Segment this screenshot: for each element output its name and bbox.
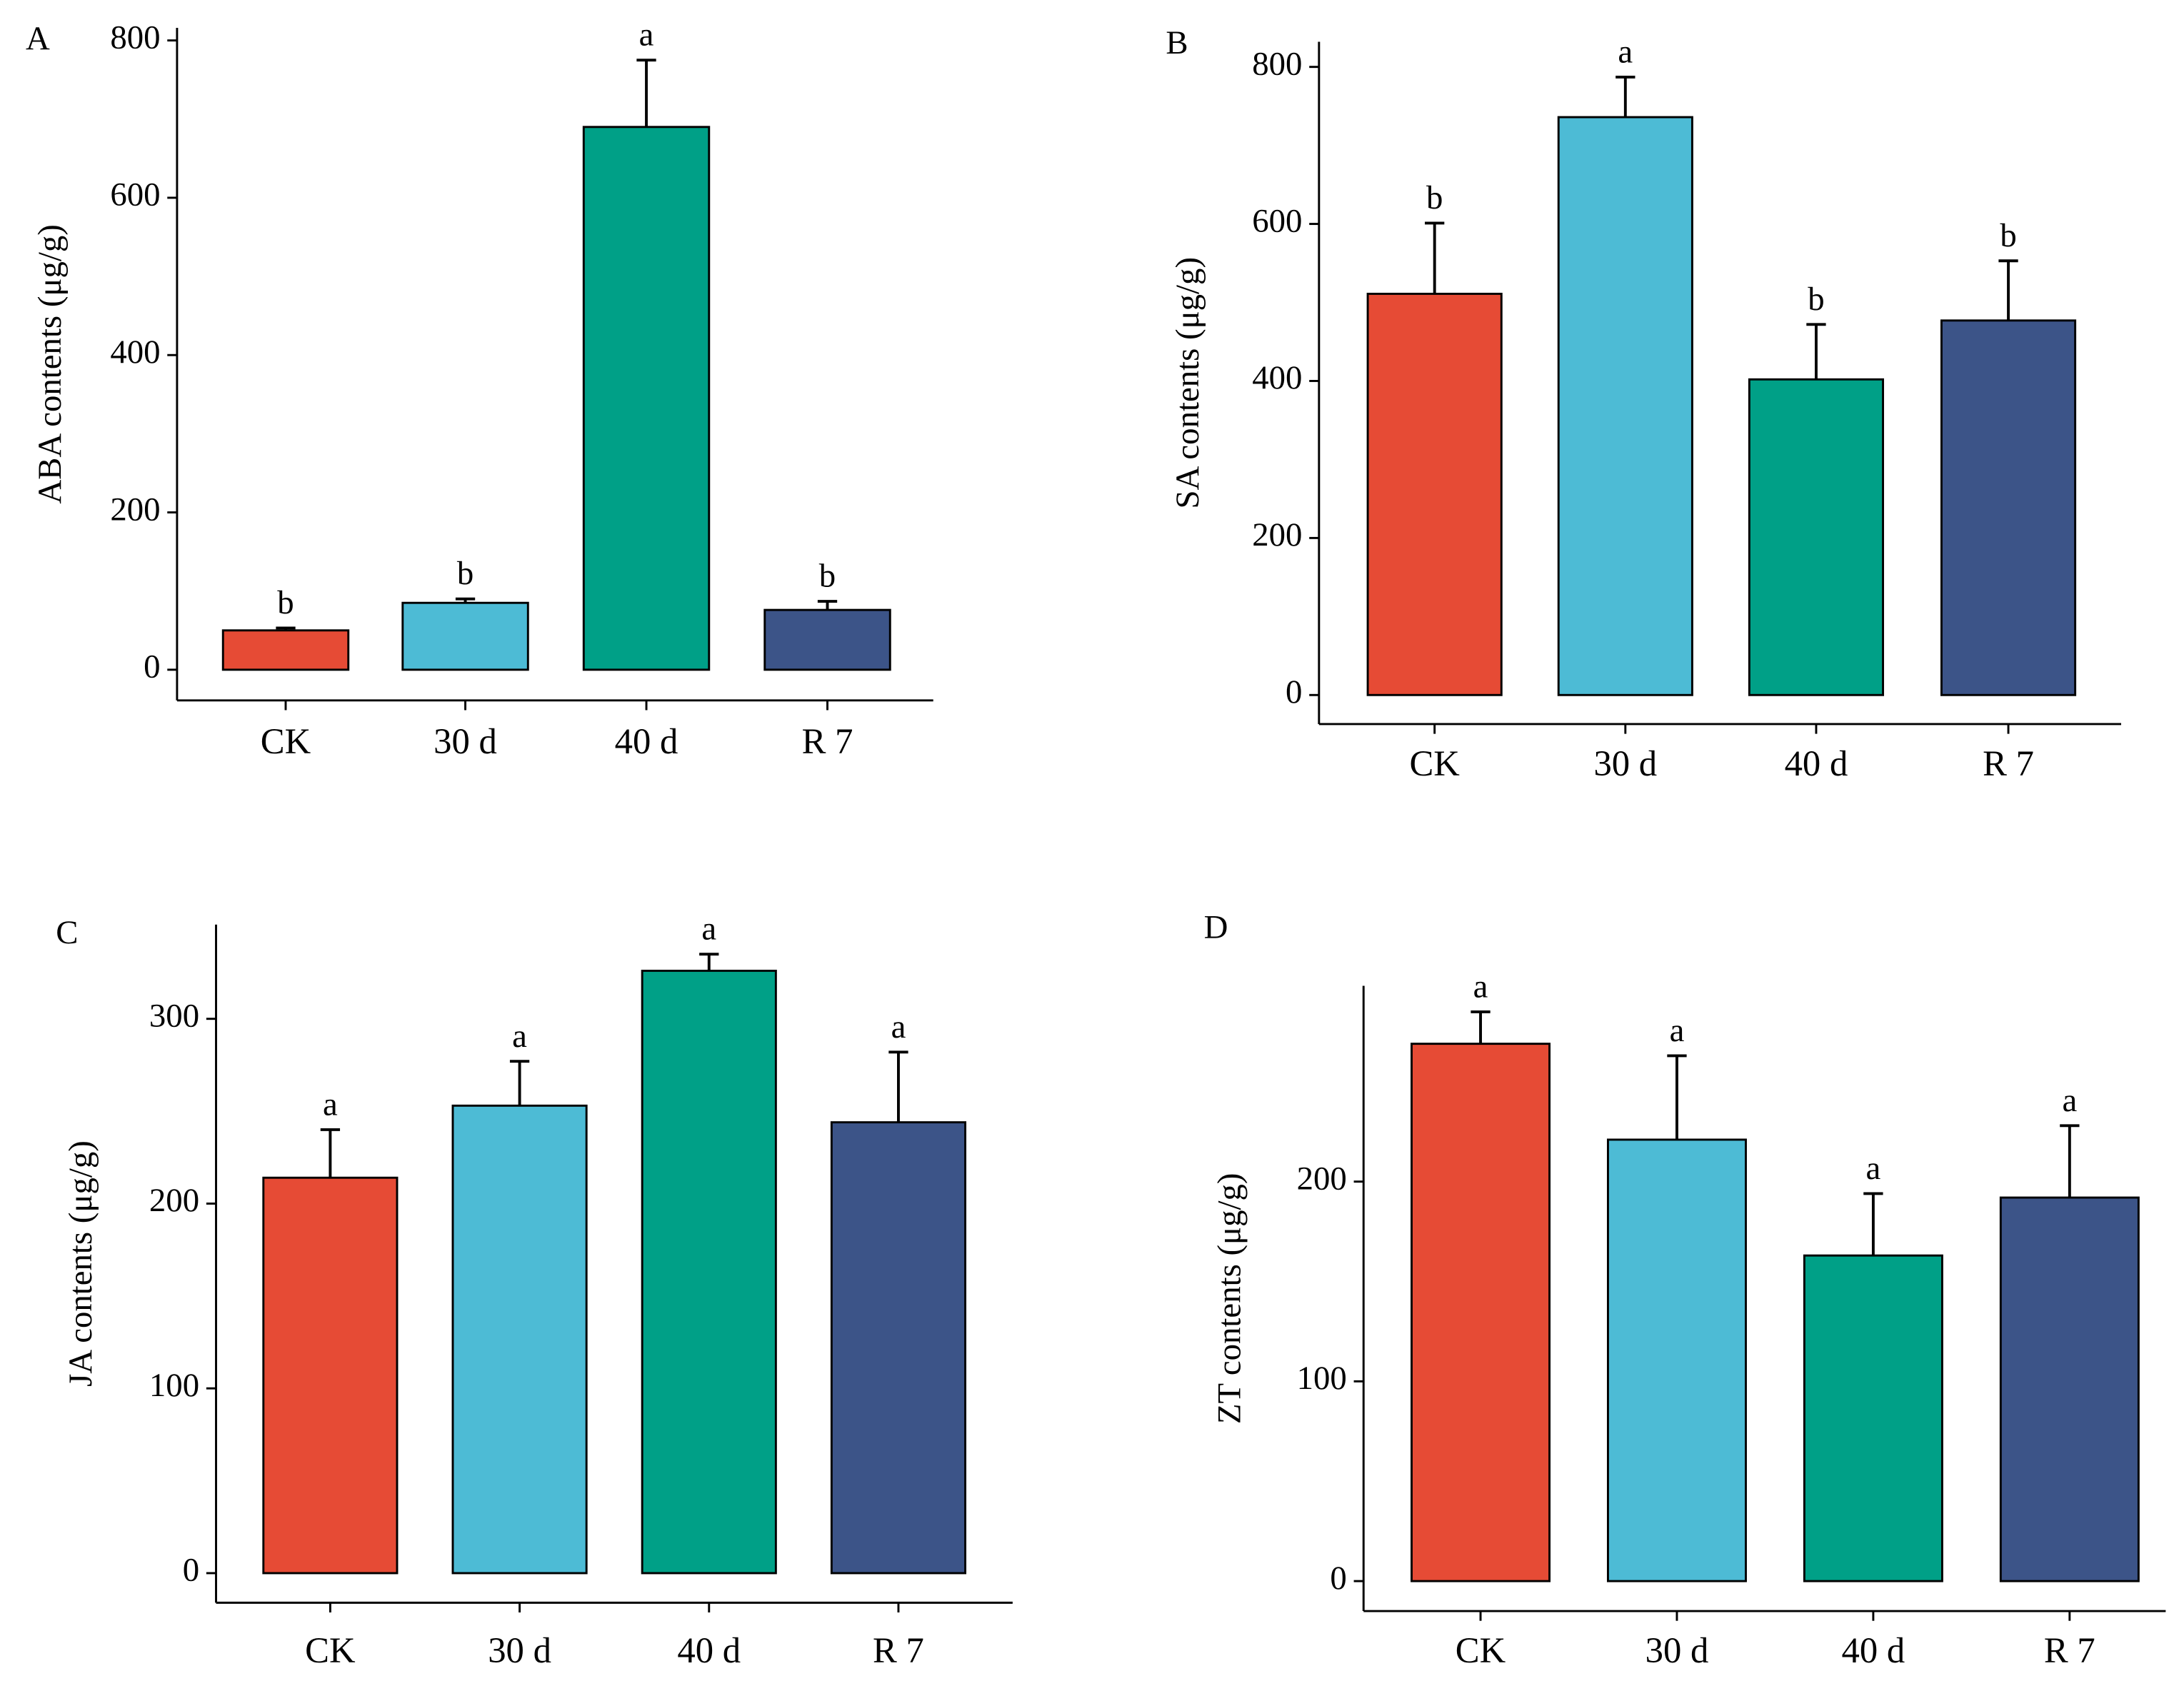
y-tick-label: 600: [1252, 202, 1302, 239]
x-tick-label: 40 d: [677, 1630, 741, 1670]
x-tick-label: 40 d: [1785, 743, 1848, 783]
y-tick-label: 600: [110, 176, 160, 214]
y-axis-label: ZT contents (μg/g): [1211, 1173, 1248, 1424]
significance-letter: a: [2062, 1082, 2077, 1119]
panel-label: D: [1204, 908, 1228, 945]
bar: [763, 608, 891, 671]
x-tick-label: 30 d: [434, 721, 497, 761]
x-tick-label: 30 d: [1593, 743, 1657, 783]
bar: [221, 629, 350, 671]
significance-letter: b: [457, 555, 474, 592]
panel-label: C: [56, 914, 78, 951]
y-tick-label: 400: [110, 333, 160, 371]
significance-letter: a: [323, 1085, 338, 1123]
y-axis-label: SA contents (μg/g): [1169, 257, 1206, 509]
significance-letter: b: [819, 558, 836, 595]
x-tick-label: R 7: [2044, 1630, 2095, 1670]
bar: [582, 126, 711, 671]
bar: [641, 969, 777, 1575]
x-tick-label: CK: [1456, 1630, 1506, 1670]
bar: [1748, 378, 1885, 696]
y-tick-label: 800: [110, 19, 160, 56]
bar: [1940, 319, 2077, 696]
bar: [451, 1104, 588, 1575]
bar: [1606, 1138, 1747, 1582]
significance-letter: a: [1670, 1012, 1685, 1049]
significance-letter: a: [1473, 968, 1488, 1005]
y-tick-label: 800: [1252, 45, 1302, 82]
y-tick-label: 300: [149, 997, 199, 1034]
y-tick-label: 0: [183, 1552, 199, 1589]
bar: [1411, 1043, 1551, 1582]
y-tick-label: 400: [1252, 359, 1302, 396]
significance-letter: b: [1808, 281, 1824, 318]
y-tick-label: 0: [144, 648, 160, 686]
x-tick-label: 30 d: [488, 1630, 551, 1670]
significance-letter: a: [512, 1018, 527, 1055]
bar: [1366, 292, 1503, 696]
y-tick-label: 200: [1252, 516, 1302, 553]
significance-letter: a: [1618, 34, 1633, 71]
x-tick-label: CK: [261, 721, 311, 761]
significance-letter: b: [1426, 179, 1443, 216]
x-tick-label: 30 d: [1645, 1630, 1709, 1670]
x-tick-label: R 7: [1983, 743, 2034, 783]
y-tick-label: 200: [1297, 1160, 1347, 1197]
x-tick-label: 40 d: [615, 721, 678, 761]
bar: [1803, 1254, 1943, 1582]
x-tick-label: 40 d: [1842, 1630, 1905, 1670]
x-tick-label: CK: [1409, 743, 1460, 783]
significance-letter: a: [639, 16, 654, 54]
bar: [262, 1176, 399, 1575]
y-axis-label: ABA contents (μg/g): [31, 224, 69, 504]
significance-letter: a: [1866, 1150, 1881, 1187]
y-tick-label: 100: [149, 1367, 199, 1404]
significance-letter: a: [891, 1008, 906, 1045]
bar: [401, 601, 529, 671]
bar: [830, 1121, 967, 1575]
bar: [1999, 1196, 2140, 1582]
y-tick-label: 200: [149, 1182, 199, 1219]
significance-letter: b: [2000, 217, 2016, 254]
y-tick-label: 200: [110, 491, 160, 528]
bar: [1557, 116, 1693, 696]
y-tick-label: 0: [1330, 1560, 1346, 1597]
y-tick-label: 100: [1297, 1360, 1347, 1397]
x-tick-label: R 7: [802, 721, 853, 761]
panel-label: B: [1166, 24, 1188, 61]
significance-letter: b: [277, 584, 294, 621]
y-tick-label: 0: [1286, 673, 1302, 711]
x-tick-label: R 7: [873, 1630, 924, 1670]
x-tick-label: CK: [305, 1630, 356, 1670]
significance-letter: a: [701, 910, 716, 948]
panel-label: A: [26, 20, 50, 57]
y-axis-label: JA contents (μg/g): [62, 1140, 99, 1387]
